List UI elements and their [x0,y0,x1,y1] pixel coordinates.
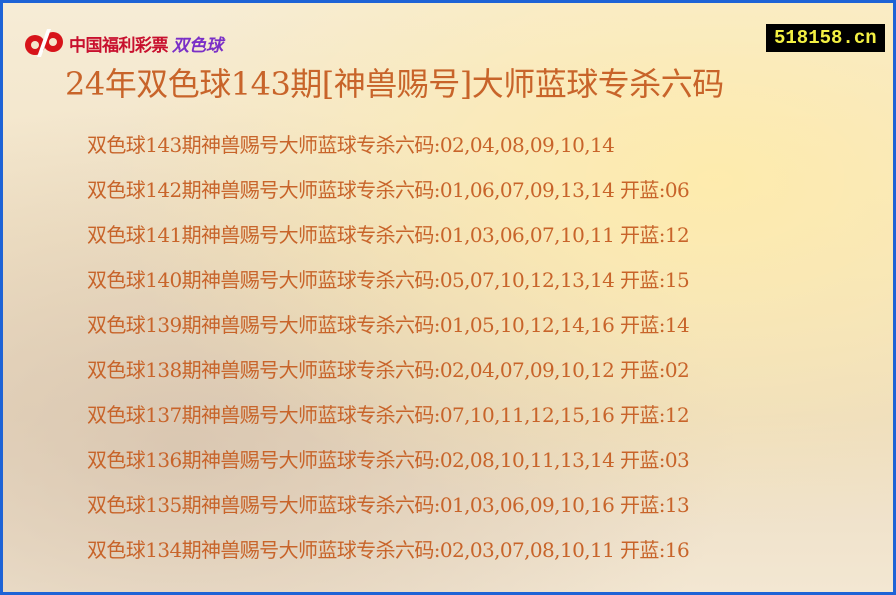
logo: 中国福利彩票 双色球 [23,27,223,59]
list-item: 双色球139期神兽赐号大师蓝球专杀六码:01,05,10,12,14,16 开蓝… [87,313,690,337]
list-item: 双色球141期神兽赐号大师蓝球专杀六码:01,03,06,07,10,11 开蓝… [87,223,690,247]
cwl-logo-icon [25,29,63,57]
list-item: 双色球137期神兽赐号大师蓝球专杀六码:07,10,11,12,15,16 开蓝… [87,403,690,427]
page-title: 24年双色球143期[神兽赐号]大师蓝球专杀六码 [65,65,724,103]
site-badge: 518158.cn [766,24,885,52]
list-item: 双色球142期神兽赐号大师蓝球专杀六码:01,06,07,09,13,14 开蓝… [87,178,690,202]
logo-game: 双色球 [172,35,223,56]
list-item: 双色球138期神兽赐号大师蓝球专杀六码:02,04,07,09,10,12 开蓝… [87,358,690,382]
list-item: 双色球134期神兽赐号大师蓝球专杀六码:02,03,07,08,10,11 开蓝… [87,538,690,562]
list-item: 双色球140期神兽赐号大师蓝球专杀六码:05,07,10,12,13,14 开蓝… [87,268,690,292]
list-item: 双色球136期神兽赐号大师蓝球专杀六码:02,08,10,11,13,14 开蓝… [87,448,690,472]
logo-text: 中国福利彩票 [69,35,169,56]
list-item: 双色球135期神兽赐号大师蓝球专杀六码:01,03,06,09,10,16 开蓝… [87,493,690,517]
prediction-list: 双色球143期神兽赐号大师蓝球专杀六码:02,04,08,09,10,14 双色… [87,130,690,580]
list-item: 双色球143期神兽赐号大师蓝球专杀六码:02,04,08,09,10,14 [87,133,615,157]
